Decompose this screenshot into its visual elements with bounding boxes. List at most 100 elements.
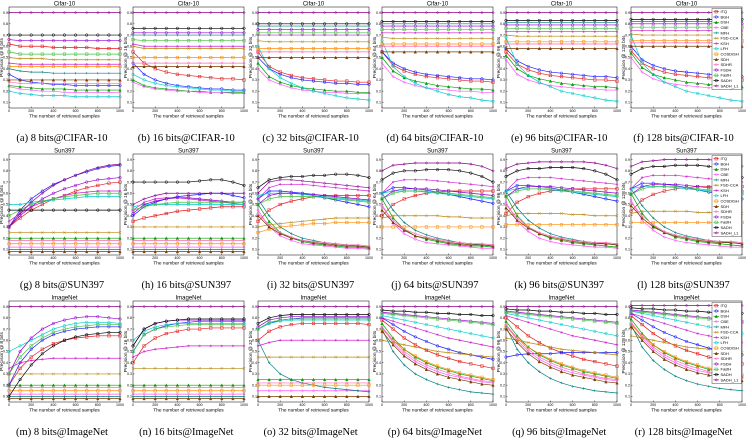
data-series <box>131 31 246 35</box>
data-point <box>7 61 11 65</box>
data-point <box>706 347 710 351</box>
data-point <box>131 366 135 370</box>
y-tick-label: 0.5 <box>625 350 630 354</box>
data-point <box>220 236 224 240</box>
data-point <box>255 304 260 309</box>
data-point <box>560 369 564 374</box>
data-point <box>74 39 78 43</box>
data-point <box>684 29 688 32</box>
data-point <box>537 355 542 359</box>
data-point <box>582 304 586 309</box>
data-series <box>7 249 122 254</box>
data-point <box>695 85 699 89</box>
data-point <box>560 186 564 190</box>
data-point <box>29 363 33 367</box>
data-point <box>458 190 462 194</box>
data-point <box>131 396 135 401</box>
data-series <box>256 22 371 26</box>
y-tick-label: 0.7 <box>127 327 132 331</box>
data-point <box>662 33 666 37</box>
data-point <box>18 33 22 37</box>
data-point <box>289 174 293 178</box>
data-series <box>255 55 371 59</box>
data-point <box>62 94 67 98</box>
data-point <box>256 344 259 348</box>
data-point <box>73 88 78 92</box>
y-tick-label: 0.5 <box>127 203 132 207</box>
data-point <box>424 44 428 48</box>
data-point <box>593 10 597 15</box>
data-point <box>706 177 710 180</box>
data-point <box>29 70 33 74</box>
data-point <box>469 341 472 344</box>
data-point <box>29 92 33 97</box>
y-tick-label: 0.8 <box>625 22 630 26</box>
data-point <box>107 46 111 51</box>
data-series <box>131 72 246 93</box>
legend-label: BGH <box>720 14 729 19</box>
data-point <box>107 304 111 309</box>
data-point <box>480 27 484 31</box>
data-point <box>560 381 563 385</box>
data-point <box>289 10 293 15</box>
data-point <box>142 344 146 348</box>
data-point <box>176 249 180 254</box>
data-point <box>615 364 619 368</box>
data-series <box>628 200 744 245</box>
x-tick-label: 400 <box>548 109 554 113</box>
data-point <box>256 31 260 35</box>
data-point <box>706 243 710 247</box>
data-point <box>469 162 473 166</box>
data-point <box>231 191 235 195</box>
data-point <box>278 222 282 226</box>
data-point <box>504 42 508 46</box>
data-point <box>582 213 586 217</box>
data-series <box>7 238 122 243</box>
data-point <box>118 39 122 43</box>
data-point <box>176 26 180 30</box>
y-tick-label: 0.2 <box>3 236 8 240</box>
data-point <box>29 81 33 85</box>
data-point <box>267 189 271 193</box>
data-point <box>673 374 677 378</box>
data-point <box>85 90 89 94</box>
x-tick-label: 600 <box>570 256 576 260</box>
data-point <box>560 365 564 369</box>
data-point <box>515 311 519 315</box>
data-point <box>267 50 271 54</box>
data-point <box>628 325 633 329</box>
data-point <box>18 52 22 56</box>
data-point <box>231 323 235 327</box>
data-point <box>651 39 655 43</box>
data-point <box>391 312 395 317</box>
data-point <box>220 26 224 30</box>
data-point <box>548 304 553 309</box>
data-point <box>391 50 395 54</box>
data-point <box>51 208 55 212</box>
data-point <box>571 76 575 80</box>
data-point <box>311 33 315 37</box>
y-tick-label: 0.3 <box>376 372 381 376</box>
data-point <box>380 304 384 309</box>
data-point <box>131 242 135 246</box>
y-tick-label: 0.1 <box>376 395 381 399</box>
data-point <box>118 90 122 94</box>
data-series <box>256 216 371 229</box>
data-point <box>582 179 586 183</box>
y-tick-label: 0.4 <box>127 361 132 365</box>
data-point <box>504 50 508 54</box>
data-series <box>131 178 246 187</box>
data-point <box>165 44 168 48</box>
data-point <box>231 64 235 68</box>
x-tick-label: 200 <box>277 256 283 260</box>
series-line <box>133 192 245 216</box>
data-point <box>198 366 202 370</box>
data-point <box>469 20 473 24</box>
data-point <box>582 327 586 331</box>
data-point <box>447 180 450 184</box>
data-point <box>62 242 67 246</box>
data-point <box>593 78 597 82</box>
data-point <box>480 77 484 81</box>
data-point <box>164 64 169 68</box>
